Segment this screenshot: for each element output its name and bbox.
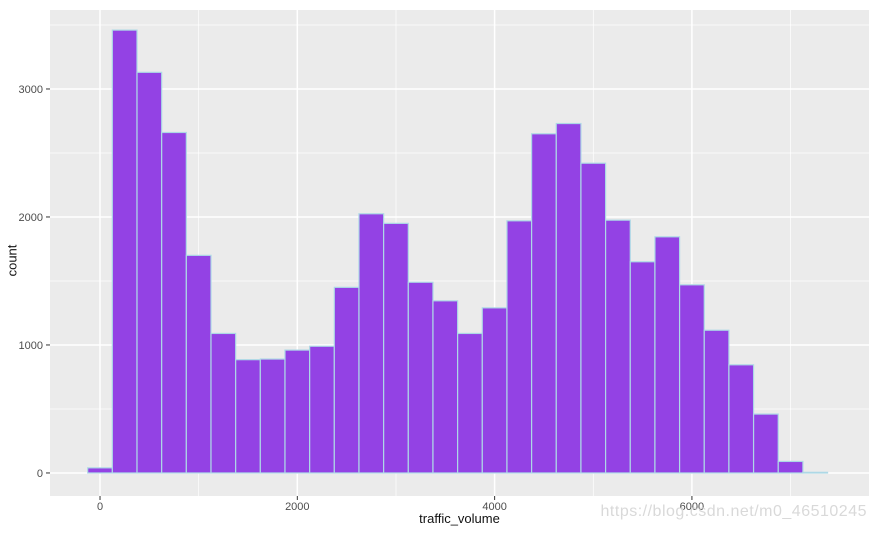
histogram-bar bbox=[802, 471, 829, 474]
histogram-bar bbox=[358, 213, 385, 474]
histogram-bar bbox=[629, 261, 656, 474]
histogram-bar bbox=[605, 219, 631, 474]
histogram-bar bbox=[309, 345, 335, 474]
histogram-bar bbox=[87, 467, 113, 474]
y-tick-label: 2000 bbox=[19, 212, 43, 224]
histogram-bar bbox=[432, 300, 459, 474]
histogram-bar bbox=[555, 122, 582, 474]
histogram-bar bbox=[210, 332, 237, 474]
y-axis-title: count bbox=[4, 244, 20, 277]
x-axis-title: traffic_volume bbox=[419, 511, 500, 526]
histogram-bar bbox=[777, 460, 804, 474]
y-tick-label: 0 bbox=[37, 468, 43, 480]
histogram-bar bbox=[284, 349, 311, 474]
histogram-bar bbox=[111, 29, 138, 474]
histogram-bar bbox=[654, 236, 681, 474]
x-tick-label: 6000 bbox=[680, 501, 704, 513]
histogram-bar bbox=[728, 364, 755, 474]
histogram-bar bbox=[185, 254, 212, 474]
histogram-bar bbox=[506, 220, 533, 474]
x-tick-label: 0 bbox=[97, 501, 103, 513]
histogram-bar bbox=[383, 222, 409, 474]
x-tick-label: 2000 bbox=[285, 501, 309, 513]
y-tick-label: 1000 bbox=[19, 340, 43, 352]
histogram-bar bbox=[259, 358, 286, 474]
y-tick-label: 3000 bbox=[19, 84, 43, 96]
histogram-bar bbox=[703, 329, 730, 474]
histogram-bar bbox=[678, 284, 705, 474]
histogram-bar bbox=[407, 281, 434, 474]
x-tick-label: 4000 bbox=[482, 501, 506, 513]
histogram-bar bbox=[235, 359, 261, 474]
histogram-bar bbox=[161, 131, 187, 474]
histogram-bar bbox=[481, 307, 508, 474]
histogram-bar bbox=[531, 133, 557, 474]
histogram-bar bbox=[580, 162, 607, 474]
histogram-bar bbox=[752, 413, 779, 474]
histogram-bar bbox=[333, 286, 360, 474]
histogram-bar bbox=[457, 332, 483, 474]
watermark: https://blog.csdn.net/m0_46510245 bbox=[600, 503, 867, 520]
histogram-bar bbox=[136, 71, 163, 474]
